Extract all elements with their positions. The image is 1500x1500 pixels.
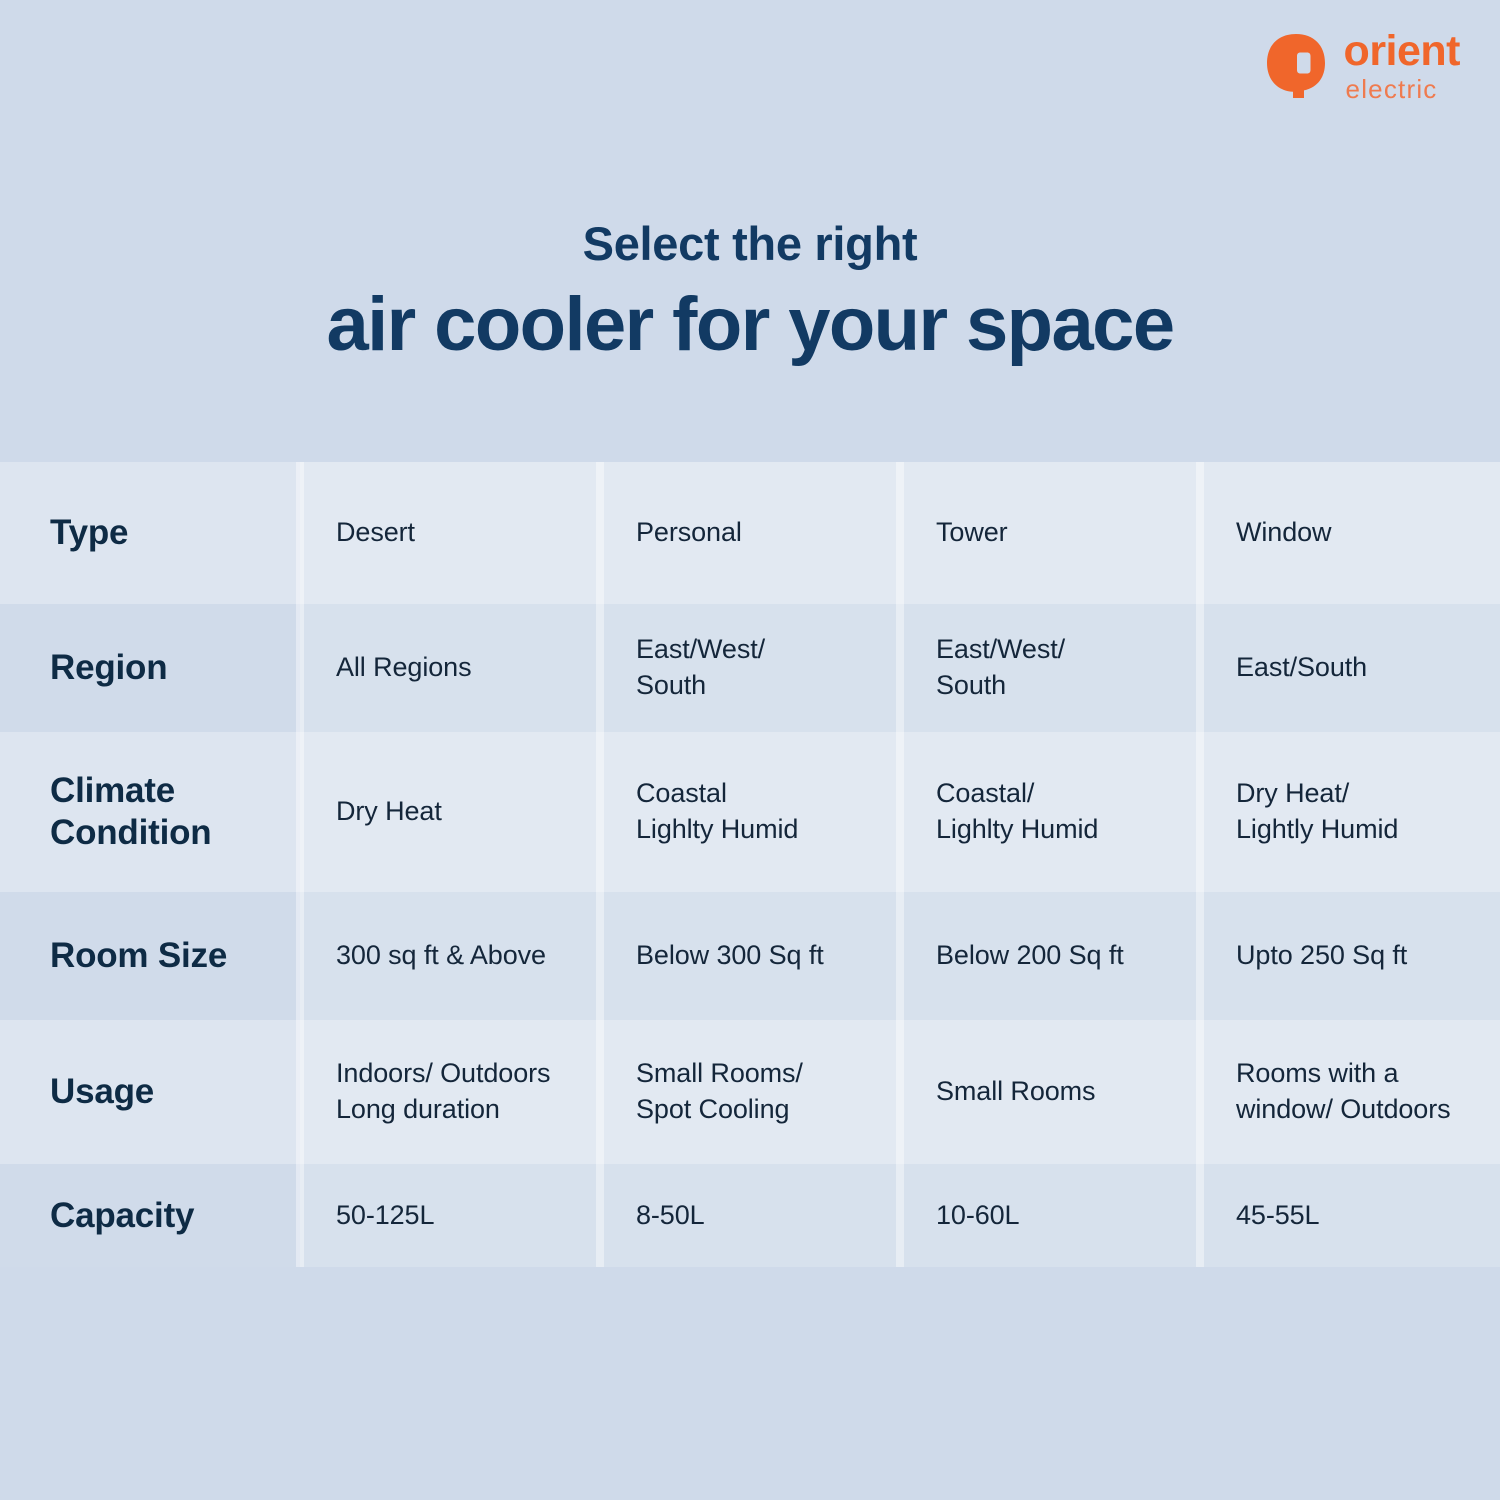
- cell-window-capacity: 45-55L: [1236, 1199, 1320, 1230]
- cell-desert-type: Desert: [336, 517, 415, 548]
- cell-desert-usage: Indoors/ Outdoors Long duration: [336, 1058, 551, 1124]
- cell-personal-room-size: Below 300 Sq ft: [636, 940, 824, 971]
- table-row: Region All Regions East/West/South East/Wes…: [0, 604, 1500, 732]
- cell-window-region: East/South: [1236, 652, 1368, 683]
- brand-tagline: electric: [1345, 74, 1438, 104]
- cell-tower-room-size: Below 200 Sq ft: [936, 940, 1124, 971]
- cell-tower-usage: Small Rooms: [936, 1076, 1096, 1107]
- cell-personal-type: Personal: [636, 517, 742, 548]
- cell-desert-region: All Regions: [336, 652, 472, 683]
- table-row: Type Desert Personal Tower Window: [0, 462, 1500, 604]
- cell-personal-region: East/West/South: [636, 634, 766, 700]
- cell-tower-capacity: 10-60L: [936, 1199, 1020, 1230]
- row-label-type: Type: [50, 513, 129, 552]
- cell-personal-usage: Small Rooms/Spot Cooling: [636, 1058, 803, 1124]
- row-label-region: Region: [50, 648, 168, 687]
- table-row: Climate Condition Dry Heat Coastal Lighlty H…: [0, 732, 1500, 892]
- table-row: Capacity 50-125L 8-50L 10-60L 45-55L: [0, 1164, 1500, 1267]
- cell-tower-type: Tower: [936, 517, 1008, 548]
- cell-desert-climate-condition: Dry Heat: [336, 796, 442, 827]
- row-label-usage: Usage: [50, 1072, 155, 1111]
- row-label-capacity: Capacity: [50, 1195, 195, 1235]
- cell-tower-region: East/West/South: [936, 634, 1066, 700]
- orient-o-mark-icon: [1262, 32, 1330, 100]
- cell-tower-climate-condition: Coastal/Lighlty Humid: [936, 778, 1099, 844]
- table-row: Room Size 300 sq ft & Above Below 300 Sq f…: [0, 892, 1500, 1020]
- cell-window-room-size: Upto 250 Sq ft: [1236, 940, 1408, 971]
- brand-wordmark: orient electric: [1343, 27, 1461, 104]
- cell-personal-capacity: 8-50L: [636, 1199, 705, 1230]
- cell-window-type: Window: [1236, 517, 1332, 548]
- cell-desert-capacity: 50-125L: [336, 1199, 435, 1230]
- title-headline: air cooler for your space: [326, 281, 1176, 367]
- cell-window-climate-condition: Dry Heat/Lightly Humid: [1236, 778, 1399, 844]
- cell-personal-climate-condition: Coastal Lighlty Humid: [636, 778, 799, 844]
- cell-window-usage: Rooms with a window/ Outdoors: [1236, 1058, 1451, 1124]
- page-title: Select the right air cooler for your spa…: [0, 218, 1500, 367]
- cell-desert-room-size: 300 sq ft & Above: [336, 940, 546, 971]
- table-row: Usage Indoors/ Outdoors Long duration Small…: [0, 1020, 1500, 1164]
- hero-banner: orient electric Select the right air coo…: [0, 0, 1500, 462]
- comparison-table: Type Desert Personal Tower Window Region All R…: [0, 462, 1500, 1267]
- row-label-room-size: Room Size: [50, 936, 228, 975]
- title-eyebrow: Select the right: [582, 217, 918, 270]
- brand-logo: orient electric: [1262, 27, 1461, 104]
- row-label-climate-condition: Climate Condition: [50, 771, 212, 852]
- brand-name: orient: [1343, 27, 1461, 75]
